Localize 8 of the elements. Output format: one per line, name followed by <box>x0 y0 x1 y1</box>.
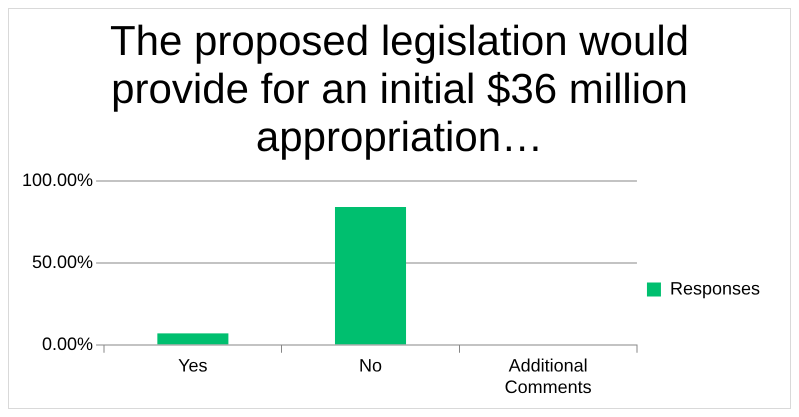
chart-title: The proposed legislation would provide for an initial $36 million appropriation… <box>108 17 690 161</box>
y-tick-label: 50.00% <box>32 252 94 272</box>
x-tick-label: Yes <box>178 356 208 376</box>
legend-label: Responses <box>670 278 760 298</box>
y-tick-label: 0.00% <box>42 334 94 354</box>
x-tick-label: No <box>358 356 382 376</box>
y-tick-label: 100.00% <box>22 170 94 190</box>
x-tick-label: Additional Comments <box>504 356 592 398</box>
